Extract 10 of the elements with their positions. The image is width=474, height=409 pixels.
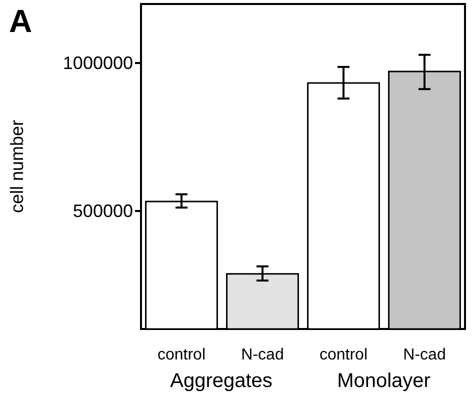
y-tick-label: 1000000 (62, 53, 133, 74)
y-axis-title: cell number (7, 120, 27, 214)
text: Monolayer (337, 370, 431, 392)
text: Aggregates (170, 370, 272, 392)
chart-title: A (9, 3, 32, 39)
x-tick-label: control (319, 346, 368, 364)
x-tick-label: control (157, 346, 206, 364)
y-tick-label: 500000 (72, 200, 133, 221)
x-tick-label: N-cad (403, 346, 446, 364)
x-tick-label: N-cad (241, 346, 284, 364)
